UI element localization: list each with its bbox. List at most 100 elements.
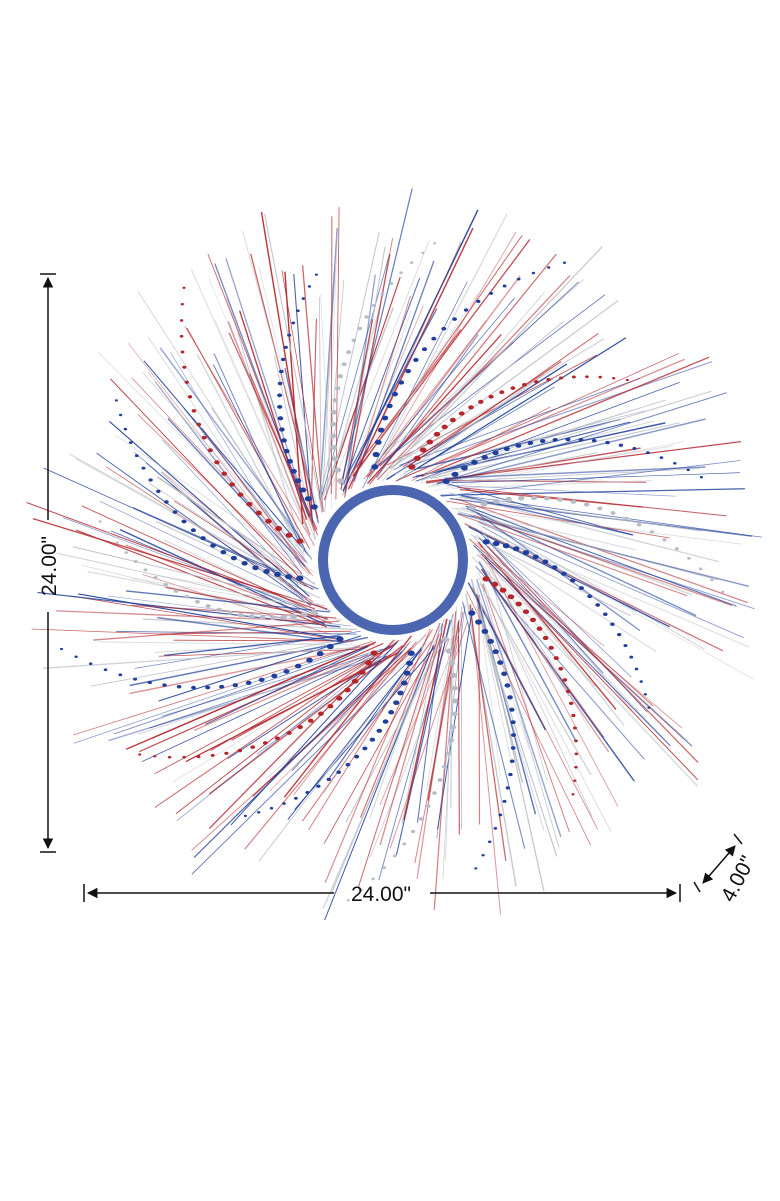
wreath-glitter-bead: [483, 539, 490, 544]
wreath-glitter-bead: [148, 478, 152, 481]
wreath-glitter-bead: [619, 444, 623, 447]
wreath-needle: [456, 508, 742, 544]
wreath-glitter-bead: [224, 752, 228, 755]
wreath-glitter-bead: [644, 693, 647, 695]
wreath-glitter-bead: [308, 719, 314, 723]
wreath-glitter-bead: [227, 611, 233, 615]
wreath-glitter-bead: [373, 452, 380, 457]
wreath-glitter-bead: [306, 658, 313, 663]
wreath-glitter-bead: [177, 685, 182, 688]
wreath-glitter-bead: [270, 615, 276, 620]
wreath-glitter-bead: [346, 350, 351, 354]
wreath-glitter-bead: [469, 505, 476, 510]
wreath-glitter-bead: [249, 614, 255, 619]
wreath-glitter-bead: [494, 827, 498, 830]
wreath-glitter-bead: [522, 383, 527, 386]
wreath-glitter-bead: [138, 753, 141, 755]
wreath-glitter-bead: [180, 319, 183, 322]
wreath-glitter-bead: [397, 691, 403, 696]
wreath-glitter-bead: [401, 681, 408, 686]
wreath-glitter-bead: [148, 681, 152, 684]
wreath-glitter-bead: [332, 456, 339, 461]
wreath-glitter-bead: [515, 443, 521, 447]
wreath-glitter-bead: [246, 502, 252, 507]
wreath-glitter-bead: [174, 589, 179, 592]
wreath-glitter-bead: [364, 315, 368, 318]
wreath-glitter-bead: [493, 499, 500, 504]
wreath-glitter-bead: [208, 448, 213, 452]
wreath-glitter-bead: [196, 423, 201, 427]
wreath-needle: [155, 640, 399, 807]
wreath-glitter-bead: [405, 369, 411, 373]
wreath-glitter-bead: [531, 496, 537, 501]
wreath-glitter-bead: [284, 449, 290, 454]
wreath-glitter-bead: [562, 678, 567, 682]
wreath-glitter-bead: [574, 739, 578, 742]
wreath-glitter-bead: [331, 410, 337, 415]
wreath-needle: [231, 655, 390, 741]
wreath-glitter-bead: [530, 618, 536, 623]
wreath-glitter-bead: [587, 594, 592, 598]
wreath-glitter-bead: [375, 440, 382, 445]
width-label: 24.00": [351, 883, 411, 906]
wreath-glitter-bead: [255, 511, 261, 516]
wreath-glitter-bead: [510, 386, 515, 390]
wreath-glitter-bead: [252, 565, 258, 570]
wreath-needle: [191, 269, 313, 546]
wreath-glitter-bead: [452, 712, 458, 717]
wreath-glitter-bead: [338, 374, 343, 378]
wreath-glitter-bead: [558, 667, 563, 671]
wreath-glitter-bead: [446, 752, 451, 756]
wreath-glitter-bead: [544, 496, 550, 501]
wreath-glitter-bead: [406, 661, 413, 666]
wreath-glitter-bead: [185, 381, 189, 384]
wreath-needle: [404, 359, 685, 477]
wreath-glitter-bead: [259, 615, 265, 620]
wreath-glitter-bead: [488, 395, 493, 399]
wreath-glitter-bead: [74, 655, 77, 657]
wreath-glitter-bead: [286, 533, 293, 538]
wreath-glitter-bead: [392, 392, 398, 397]
wreath-glitter-bead: [422, 347, 427, 351]
wreath-glitter-bead: [597, 506, 602, 510]
wreath-glitter-bead: [351, 338, 356, 342]
wreath-glitter-bead: [382, 866, 386, 869]
wreath-glitter-bead: [565, 438, 570, 442]
wreath-glitter-bead: [365, 660, 372, 665]
wreath-glitter-bead: [382, 416, 388, 421]
wreath-glitter-bead: [115, 542, 118, 545]
wreath-glitter-bead: [563, 262, 566, 264]
wreath-glitter-bead: [446, 648, 453, 653]
wreath-glitter-bead: [474, 867, 477, 869]
wreath-glitter-bead: [135, 454, 139, 457]
wreath-glitter-bead: [229, 482, 235, 486]
wreath-glitter-bead: [284, 346, 288, 349]
wreath-glitter-bead: [414, 456, 421, 461]
wreath-glitter-bead: [219, 685, 224, 689]
wreath-glitter-bead: [371, 464, 378, 469]
wreath-glitter-bead: [287, 459, 293, 464]
wreath-needle: [369, 298, 514, 471]
wreath-glitter-bead: [278, 382, 283, 386]
wreath-glitter-bead: [143, 568, 147, 571]
wreath-glitter-bead: [371, 878, 374, 881]
wreath-glitter-bead: [221, 472, 227, 476]
wreath-glitter-bead: [537, 627, 543, 631]
wreath-glitter-bead: [461, 466, 468, 471]
wreath-glitter-bead: [275, 736, 280, 740]
wreath-glitter-bead: [296, 538, 303, 543]
wreath-glitter-bead: [386, 404, 392, 409]
wreath-glitter-bead: [300, 612, 307, 617]
wreath-glitter-bead: [509, 708, 514, 712]
wreath-glitter-bead: [441, 327, 446, 331]
wreath-glitter-bead: [487, 639, 494, 644]
wreath-glitter-bead: [404, 671, 411, 676]
wreath-glitter-bead: [291, 321, 295, 324]
wreath-glitter-bead: [281, 438, 287, 442]
wreath-glitter-bead: [675, 547, 679, 550]
wreath-glitter-bead: [573, 779, 576, 781]
wreath-glitter-bead: [210, 543, 216, 547]
wreath-glitter-bead: [388, 710, 394, 715]
wreath-glitter-bead: [327, 704, 333, 709]
wreath-glitter-bead: [250, 745, 255, 748]
